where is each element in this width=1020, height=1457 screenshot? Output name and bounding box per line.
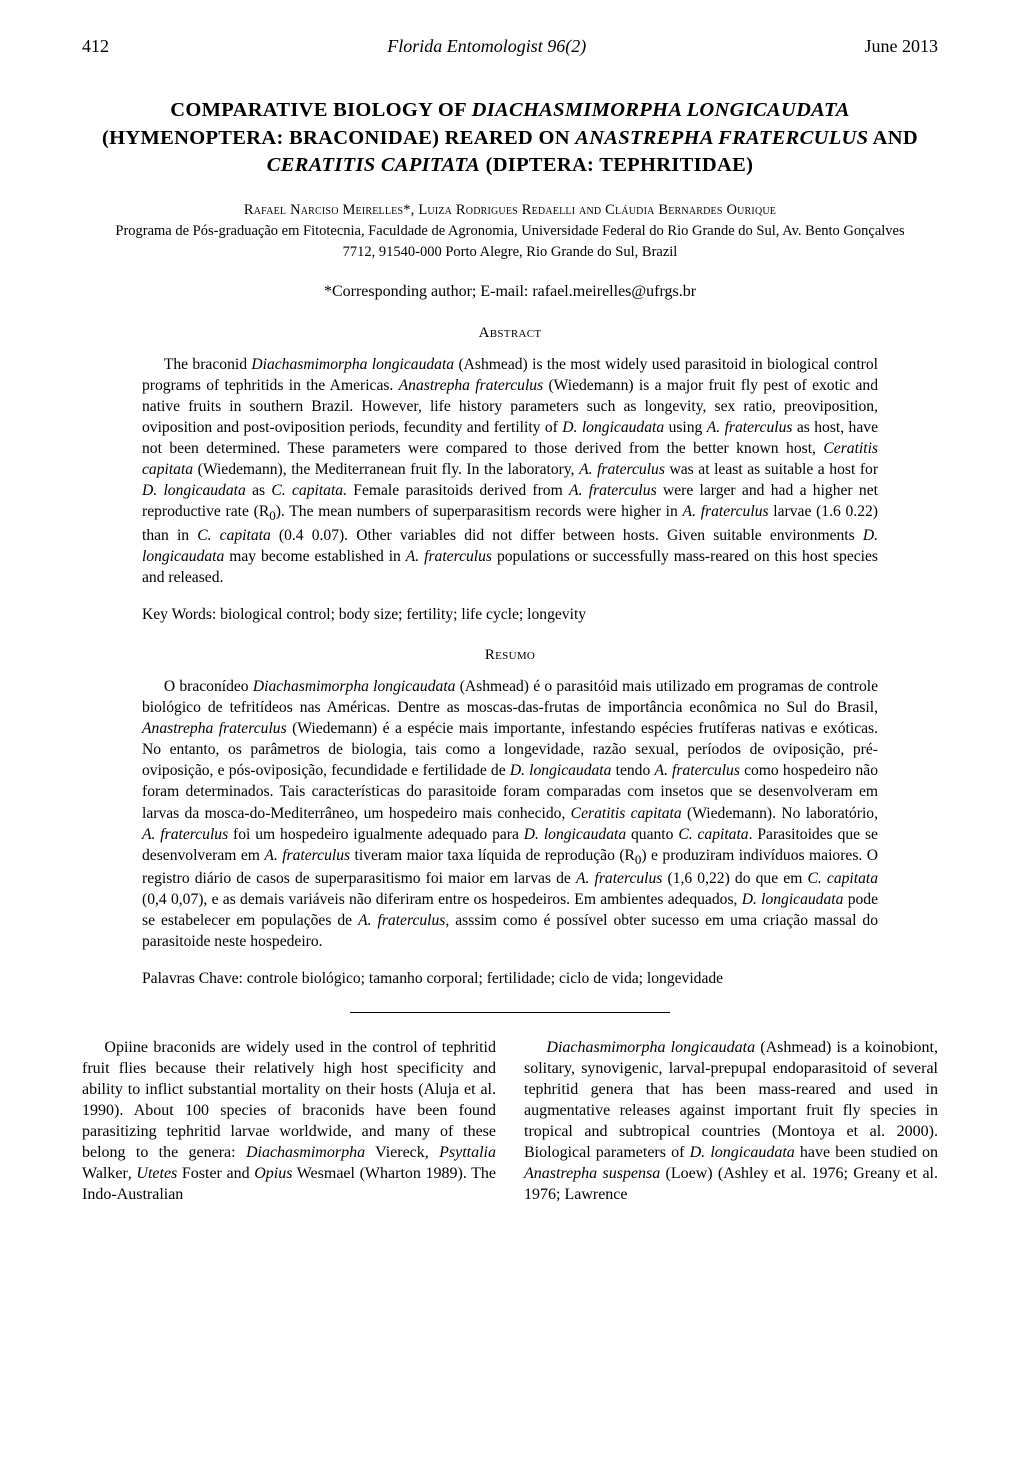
body-column-left: Opiine braconids are widely used in the … xyxy=(82,1037,496,1206)
resumo-body: O braconídeo Diachasmimorpha longicaudat… xyxy=(142,676,878,952)
article-title: COMPARATIVE BIOLOGY OF DIACHASMIMORPHA L… xyxy=(90,97,930,180)
body-column-right: Diachasmimorpha longicaudata (Ashmead) i… xyxy=(524,1037,938,1206)
section-rule xyxy=(350,1012,670,1013)
corresponding-author: *Corresponding author; E-mail: rafael.me… xyxy=(82,283,938,301)
running-head: 412 Florida Entomologist 96(2) June 2013 xyxy=(82,36,938,57)
body-paragraph: Diachasmimorpha longicaudata (Ashmead) i… xyxy=(524,1037,938,1206)
body-columns: Opiine braconids are widely used in the … xyxy=(82,1037,938,1206)
journal-name: Florida Entomologist 96(2) xyxy=(387,36,586,57)
resumo-paragraph: O braconídeo Diachasmimorpha longicaudat… xyxy=(142,676,878,952)
page: 412 Florida Entomologist 96(2) June 2013… xyxy=(0,0,1020,1457)
resumo-keywords: Palavras Chave: controle biológico; tama… xyxy=(142,968,878,989)
issue-date: June 2013 xyxy=(865,36,939,57)
abstract-heading: Abstract xyxy=(82,325,938,342)
abstract-paragraph: The braconid Diachasmimorpha longicaudat… xyxy=(142,354,878,588)
abstract-body: The braconid Diachasmimorpha longicaudat… xyxy=(142,354,878,588)
author-block: Rafael Narciso Meirelles*, Luiza Rodrigu… xyxy=(100,200,920,263)
resumo-heading: Resumo xyxy=(82,647,938,664)
page-number: 412 xyxy=(82,36,109,57)
abstract-keywords: Key Words: biological control; body size… xyxy=(142,604,878,625)
body-paragraph: Opiine braconids are widely used in the … xyxy=(82,1037,496,1206)
